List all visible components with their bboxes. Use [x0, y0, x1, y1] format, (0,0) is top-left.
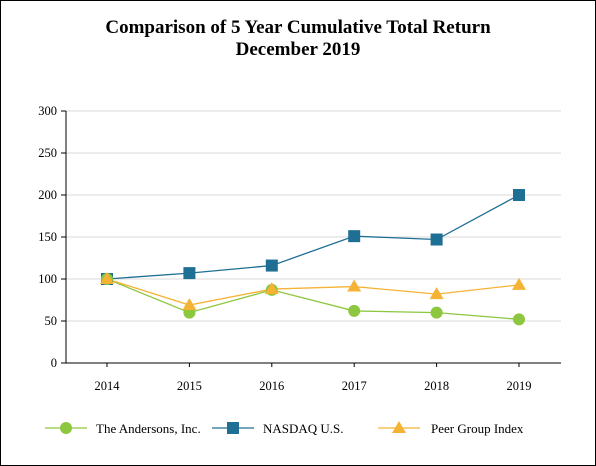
data-point	[183, 267, 196, 280]
legend-marker	[227, 422, 239, 434]
gridlines	[66, 110, 561, 322]
data-point	[348, 304, 361, 317]
y-tick-label: 50	[45, 314, 58, 328]
data-point	[265, 259, 278, 272]
data-point	[513, 189, 525, 201]
legend-label: The Andersons, Inc.	[96, 421, 201, 436]
series-line-2	[106, 278, 520, 306]
data-point	[430, 306, 443, 319]
data-point	[429, 287, 444, 300]
y-tick-label: 100	[38, 272, 57, 286]
series-markers	[100, 189, 526, 326]
y-tick-label: 150	[38, 230, 57, 244]
axes	[61, 110, 561, 367]
tick-labels: 0 50 100 150 200 250 300 2014 2015 2016 2017 2018 20…	[38, 104, 531, 393]
data-point	[348, 230, 361, 243]
x-tick-label: 2014	[95, 379, 121, 393]
y-tick-label: 200	[38, 188, 57, 202]
chart-subtitle: December 2019	[235, 39, 361, 60]
legend-label: Peer Group Index	[431, 421, 524, 436]
x-tick-label: 2016	[259, 379, 284, 393]
series-line-0	[106, 278, 520, 320]
data-point	[512, 277, 526, 290]
data-point	[182, 298, 197, 311]
data-point	[347, 279, 362, 292]
series-line-1	[106, 194, 520, 280]
legend: The Andersons, Inc. NASDAQ U.S. Peer Group…	[45, 421, 524, 436]
y-tick-label: 300	[38, 104, 57, 118]
x-tick-label: 2017	[342, 379, 367, 393]
x-tick-label: 2018	[424, 379, 449, 393]
data-point	[100, 272, 114, 284]
data-point	[264, 282, 279, 295]
data-point	[430, 233, 443, 246]
chart-title: Comparison of 5 Year Cumulative Total Re…	[105, 17, 491, 38]
y-tick-label: 250	[38, 146, 57, 160]
data-point	[513, 313, 525, 326]
x-tick-label: 2019	[507, 379, 532, 393]
x-tick-label: 2015	[177, 379, 202, 393]
legend-marker	[392, 421, 406, 433]
y-tick-label: 0	[51, 356, 57, 370]
legend-label: NASDAQ U.S.	[263, 421, 344, 436]
legend-marker	[60, 422, 72, 434]
series-lines	[106, 194, 520, 320]
